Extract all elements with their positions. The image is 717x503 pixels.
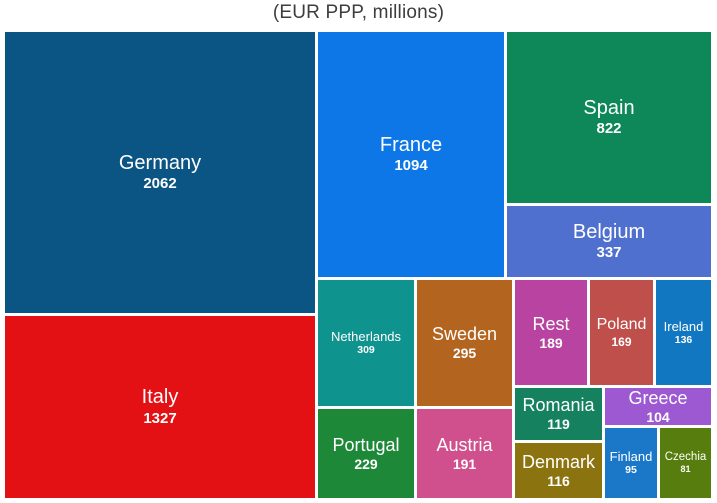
treemap-cell-ireland[interactable]: Ireland 136 <box>656 280 711 385</box>
cell-label: Austria <box>436 434 493 455</box>
cell-value: 822 <box>596 120 622 138</box>
cell-value: 116 <box>547 472 570 489</box>
cell-label: Italy <box>141 386 179 409</box>
cell-value: 95 <box>625 464 637 477</box>
cell-label: Poland <box>596 315 647 333</box>
treemap-cell-germany[interactable]: Germany 2062 <box>5 32 315 313</box>
cell-label: Portugal <box>332 434 400 455</box>
cell-label: France <box>379 133 443 156</box>
treemap-cell-rest[interactable]: Rest 189 <box>515 280 587 385</box>
treemap-cell-belgium[interactable]: Belgium 337 <box>507 206 711 277</box>
cell-label: Germany <box>118 151 202 174</box>
treemap-cell-poland[interactable]: Poland 169 <box>590 280 653 385</box>
treemap-cell-netherlands[interactable]: Netherlands 309 <box>318 280 414 406</box>
cell-value: 104 <box>646 408 670 425</box>
cell-value: 229 <box>354 455 378 472</box>
cell-value: 169 <box>611 334 632 349</box>
cell-label: Spain <box>583 96 635 119</box>
cell-value: 1327 <box>143 409 177 427</box>
cell-label: Sweden <box>431 324 498 345</box>
cell-label: Ireland <box>663 318 704 334</box>
cell-label: Netherlands <box>330 329 402 345</box>
cell-label: Czechia <box>664 450 707 463</box>
cell-label: Belgium <box>572 220 646 243</box>
treemap-cell-czechia[interactable]: Czechia 81 <box>660 428 711 498</box>
cell-value: 81 <box>680 464 691 475</box>
treemap-cell-spain[interactable]: Spain 822 <box>507 32 711 203</box>
cell-value: 1094 <box>394 157 428 175</box>
cell-label: Romania <box>522 395 595 416</box>
cell-value: 189 <box>539 334 563 351</box>
treemap-cell-france[interactable]: France 1094 <box>318 32 504 277</box>
treemap-cell-denmark[interactable]: Denmark 116 <box>515 443 602 498</box>
cell-value: 295 <box>452 345 477 362</box>
cell-value: 337 <box>596 244 622 262</box>
cell-label: Finland <box>609 449 653 465</box>
cell-value: 2062 <box>143 175 177 193</box>
treemap-cell-greece[interactable]: Greece 104 <box>605 388 711 425</box>
treemap-cell-sweden[interactable]: Sweden 295 <box>417 280 512 406</box>
treemap-cell-portugal[interactable]: Portugal 229 <box>318 409 414 498</box>
treemap-cell-finland[interactable]: Finland 95 <box>605 428 657 498</box>
cell-value: 191 <box>452 455 477 472</box>
treemap-cell-romania[interactable]: Romania 119 <box>515 388 602 440</box>
cell-value: 136 <box>674 333 693 346</box>
treemap-cell-austria[interactable]: Austria 191 <box>417 409 512 498</box>
cell-value: 119 <box>547 416 570 433</box>
cell-label: Rest <box>532 313 570 334</box>
cell-label: Denmark <box>521 451 596 472</box>
treemap-cell-italy[interactable]: Italy 1327 <box>5 316 315 498</box>
cell-label: Greece <box>628 388 688 408</box>
chart-title: (EUR PPP, millions) <box>272 2 445 23</box>
cell-value: 309 <box>357 344 375 357</box>
